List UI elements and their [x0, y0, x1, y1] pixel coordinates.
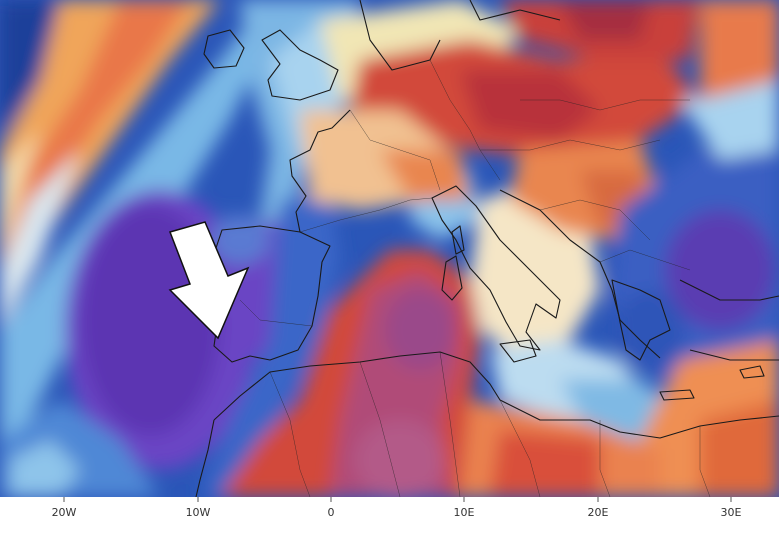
lon-label-10e: 10E — [454, 506, 475, 519]
country-borders — [239, 59, 711, 497]
anomaly-field — [0, 0, 779, 497]
longitude-axis: 20W 10W 0 10E 20E 30E — [52, 497, 742, 519]
coastlines — [195, 0, 779, 497]
annotation-arrow — [168, 221, 250, 340]
axis-strip — [0, 497, 779, 546]
lon-label-10w: 10W — [186, 506, 211, 519]
lon-label-30e: 30E — [721, 506, 742, 519]
lon-label-20e: 20E — [588, 506, 609, 519]
lon-label-20w: 20W — [52, 506, 77, 519]
arrow-shape — [168, 221, 250, 340]
lon-label-0: 0 — [328, 506, 335, 519]
